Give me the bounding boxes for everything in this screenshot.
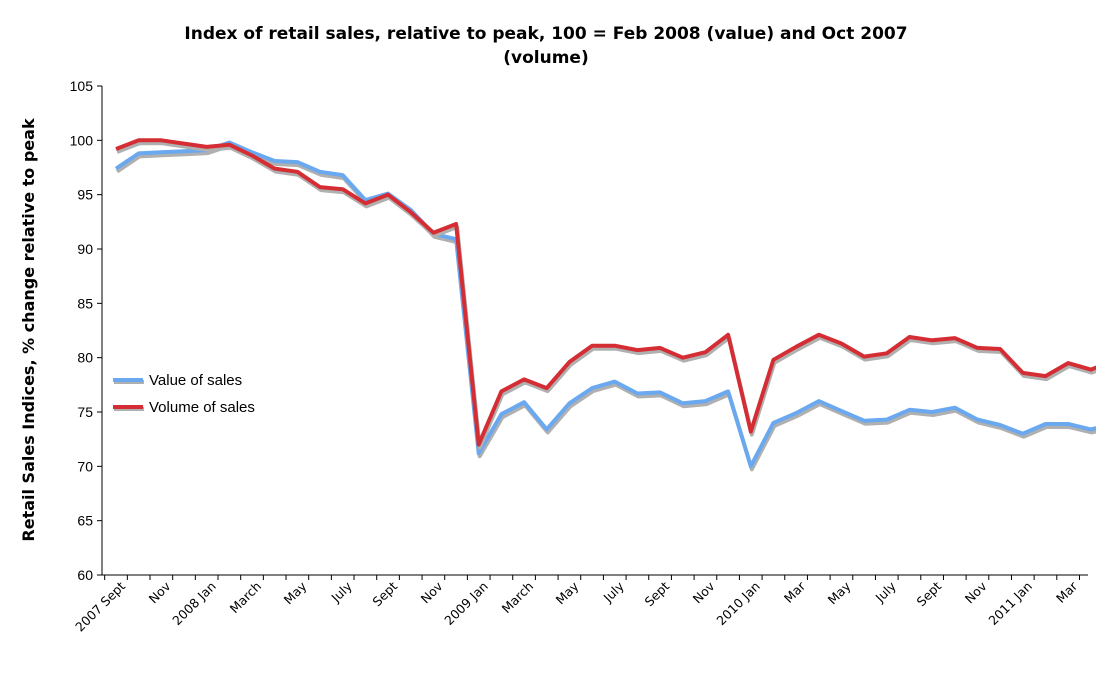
x-tick-label: 2010 Jan [713,579,763,629]
x-tick-label: May [553,578,582,607]
y-tick-label: 90 [77,241,93,257]
y-axis-ticks: 60 65 70 75 80 85 90 95 100 105 [70,78,102,583]
x-tick-label: Nov [418,578,446,606]
x-tick-label: Sept [641,578,672,609]
volume-of-sales-line [115,138,1096,447]
legend: Value of sales Volume of sales [113,372,255,416]
x-tick-label: 2011 Jan [985,579,1035,629]
x-tick-label: Mar [781,578,809,606]
y-tick-label: 80 [77,350,93,366]
series-lines [114,138,1096,472]
x-tick-label: July [600,578,628,606]
x-tick-label: March [499,579,537,617]
y-tick-label: 75 [77,404,93,420]
x-tick-label: Mar [1053,578,1081,606]
series-shadow [115,143,1096,472]
y-axis-label: Retail Sales Indices, % change relative … [19,118,38,542]
value-of-sales-line [114,140,1096,469]
x-tick-label: 2007 Sept [72,578,128,634]
legend-label: Value of sales [149,372,242,389]
series-shadow [116,141,1096,450]
x-tick-label: 2008 Jan [169,579,219,629]
x-tick-label: 2009 Jan [441,579,491,629]
x-tick-label: March [227,579,265,617]
x-tick-label: Nov [690,578,718,606]
y-tick-label: 70 [77,458,93,474]
x-tick-label: July [328,578,356,606]
x-tick-label: May [281,578,310,607]
x-tick-label: July [872,578,900,606]
y-tick-label: 65 [77,513,93,529]
y-tick-label: 95 [77,187,93,203]
y-tick-label: 105 [70,78,94,94]
x-tick-label: Nov [146,578,174,606]
chart-title-line-2: (volume) [503,48,588,68]
legend-label: Volume of sales [149,399,255,416]
y-tick-label: 100 [70,132,94,148]
x-tick-label: Sept [369,578,400,609]
y-tick-label: 85 [77,295,93,311]
y-tick-label: 60 [77,567,93,583]
axes [101,86,1088,576]
chart-title-line-1: Index of retail sales, relative to peak,… [184,24,907,44]
x-tick-label: Sept [914,578,945,609]
x-tick-label: May [825,578,854,607]
x-tick-label: Nov [962,578,990,606]
